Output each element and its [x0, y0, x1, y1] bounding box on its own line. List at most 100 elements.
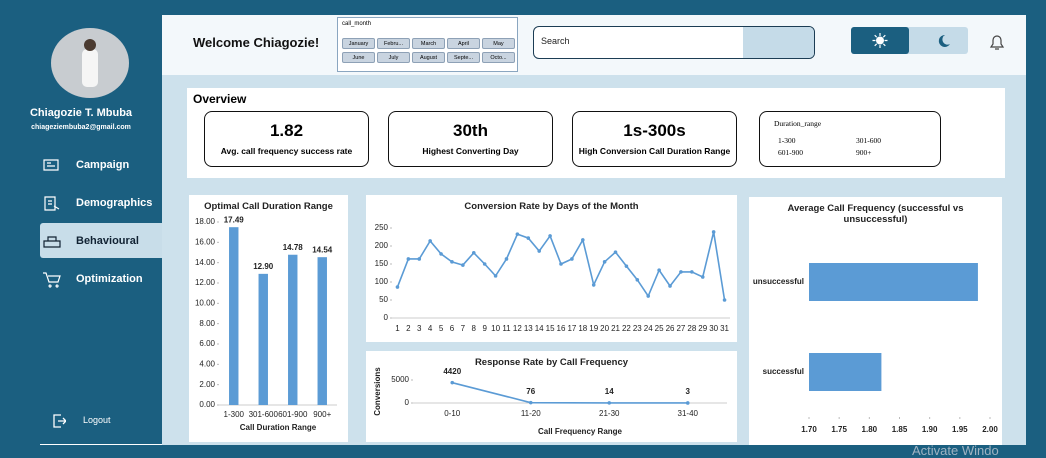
logout-icon — [53, 414, 66, 428]
chart-title: Conversion Rate by Days of the Month — [464, 201, 639, 212]
x-tick-label: 900+ — [313, 410, 331, 419]
x-tick-label: 4 — [428, 324, 433, 333]
nav-label: Campaign — [76, 158, 130, 171]
slicer-item[interactable]: May — [482, 38, 515, 49]
x-tick-label: 0-10 — [444, 409, 461, 418]
point — [461, 263, 465, 267]
nav-label: Behavioural — [76, 234, 139, 247]
bar — [229, 227, 239, 405]
slicer-item[interactable]: Septe... — [447, 52, 480, 63]
x-tick-label: 31-40 — [678, 409, 699, 418]
y-tick-label: 200 — [375, 241, 389, 250]
point — [685, 401, 690, 405]
point — [657, 268, 661, 272]
nav-item[interactable]: Optimization — [40, 261, 162, 296]
y-tick-label: 4.00 — [199, 359, 215, 368]
nav-item[interactable]: Demographics — [40, 185, 162, 220]
y-tick-label: 50 — [379, 295, 388, 304]
search-box[interactable]: Search — [533, 26, 815, 59]
point — [515, 232, 520, 236]
slicer-item[interactable]: 601-900 — [778, 148, 803, 157]
x-tick-label: 22 — [622, 324, 631, 333]
point — [570, 257, 574, 261]
bell-icon[interactable] — [987, 32, 1007, 52]
point — [395, 285, 400, 289]
avatar — [51, 28, 129, 98]
bar — [317, 257, 327, 405]
point — [646, 294, 651, 298]
x-tick-label: 23 — [633, 324, 642, 333]
x-axis-label: Call Duration Range — [240, 423, 317, 432]
x-tick-label: 1.85 — [892, 425, 908, 434]
point — [450, 260, 454, 264]
slicer-item[interactable]: July — [377, 52, 410, 63]
slicer-item[interactable]: Febru... — [377, 38, 410, 49]
y-tick-label: 10.00 — [195, 298, 216, 307]
data-label: 17.49 — [224, 215, 245, 224]
y-axis-label: Conversions — [373, 367, 382, 416]
x-tick-label: 1.80 — [862, 425, 878, 434]
line — [396, 231, 726, 301]
chart: 0 5000 4420 0-10 76 11-20 14 21-30 3 31-40 Call Fr… — [373, 367, 727, 436]
x-tick-label: 30 — [709, 324, 718, 333]
slicer-item[interactable]: January — [342, 38, 375, 49]
point — [526, 236, 531, 240]
search-button[interactable] — [743, 27, 814, 58]
x-tick-label: 2.00 — [982, 425, 998, 434]
y-tick-label: 250 — [375, 223, 389, 232]
x-tick-label: 1.90 — [922, 425, 938, 434]
point — [690, 270, 694, 274]
nav-icon — [43, 271, 61, 288]
slicer-item[interactable]: March — [412, 38, 445, 49]
divider — [40, 444, 162, 445]
logout-link[interactable]: Logout — [83, 415, 111, 425]
x-tick-label: 1.75 — [831, 425, 847, 434]
x-tick-label: 20 — [600, 324, 609, 333]
slicer-title: call_month — [342, 21, 372, 27]
slicer-item[interactable]: 1-300 — [778, 136, 796, 145]
x-tick-label: 29 — [698, 324, 707, 333]
x-tick-label: 1 — [395, 324, 400, 333]
x-tick-label: 17 — [567, 324, 576, 333]
point — [613, 250, 618, 254]
nav-item[interactable]: Campaign — [40, 147, 162, 182]
slicer-item[interactable]: June — [342, 52, 375, 63]
slicer-item[interactable]: April — [447, 38, 480, 49]
x-tick-label: 26 — [666, 324, 675, 333]
chart-title: Response Rate by Call Frequency — [474, 357, 629, 368]
slicer-item[interactable]: August — [412, 52, 445, 63]
y-tick-label: 0.00 — [199, 400, 215, 409]
point — [635, 278, 640, 282]
data-label: 14.54 — [312, 245, 333, 254]
x-tick-label: 25 — [655, 324, 664, 333]
slicer-items: 1-300 301-600 601-900 900+ — [778, 136, 926, 157]
chart-panel: 0.00 2.00 4.00 6.00 8.00 10.00 12.00 14.00 16.00… — [189, 195, 348, 442]
x-tick-label: 13 — [524, 324, 533, 333]
theme-toggle[interactable] — [851, 27, 968, 54]
icon-shape — [43, 235, 61, 248]
slicer-title: Duration_range — [774, 119, 822, 128]
point — [591, 283, 596, 287]
chart-panel: 1.70 1.75 1.80 1.85 1.90 1.95 2.00 unsuccessful… — [749, 197, 1002, 445]
kpi-value: 30th — [453, 121, 488, 140]
x-tick-label: 16 — [557, 324, 566, 333]
point — [700, 275, 705, 279]
nav-item[interactable]: Behavioural — [40, 223, 162, 258]
slicer-item[interactable]: 301-600 — [856, 136, 881, 145]
point — [471, 251, 476, 255]
x-tick-label: 14 — [535, 324, 544, 333]
slicer-item[interactable]: 900+ — [856, 148, 872, 157]
y-tick-label: 100 — [375, 277, 389, 286]
line — [452, 381, 688, 404]
y-tick-label: unsuccessful — [753, 277, 804, 286]
point — [493, 274, 498, 278]
x-tick-label: 28 — [687, 324, 696, 333]
slicer-item[interactable]: Octo... — [482, 52, 515, 63]
kpi-card: 1.82 Avg. call frequency success rate — [204, 111, 369, 167]
x-tick-label: 7 — [461, 324, 466, 333]
y-tick-label: 0 — [405, 398, 410, 407]
y-tick-label: 12.00 — [195, 278, 216, 287]
nav-icon — [43, 235, 61, 248]
point — [528, 400, 533, 405]
